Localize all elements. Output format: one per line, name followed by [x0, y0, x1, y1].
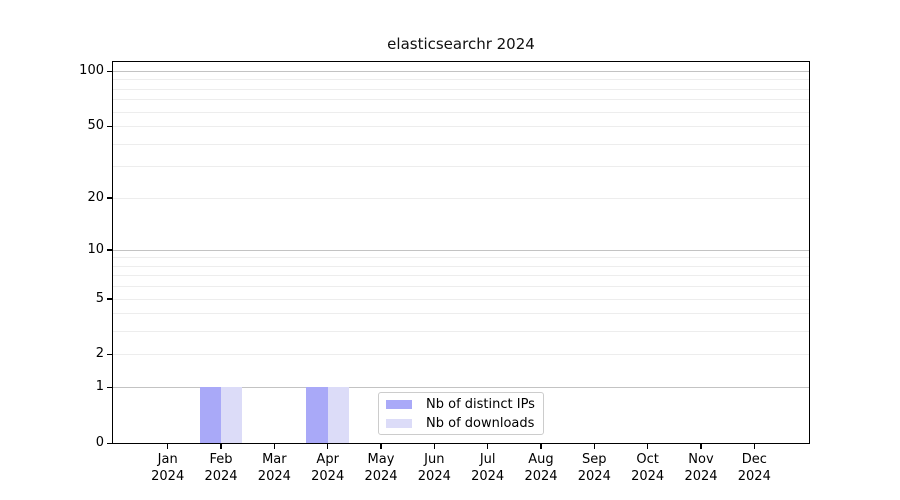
- legend-label: Nb of distinct IPs: [426, 396, 535, 412]
- legend-item: Nb of distinct IPs: [386, 396, 543, 413]
- x-tick-label: May 2024: [364, 452, 398, 484]
- y-axis-tick: [107, 197, 112, 199]
- legend-swatch-icon: [386, 418, 412, 428]
- y-axis-tick: [107, 386, 112, 389]
- x-tick-label: Feb 2024: [204, 452, 238, 484]
- y-axis-tick: [107, 298, 112, 300]
- x-tick-label: Apr 2024: [311, 452, 345, 484]
- x-axis-tick: [753, 444, 756, 449]
- legend-swatch-icon: [386, 399, 412, 409]
- bar-nb-of-distinct-ips-feb: [199, 387, 221, 443]
- x-tick-label: Nov 2024: [684, 452, 718, 484]
- minor-gridline: [113, 143, 809, 145]
- x-tick-label: Oct 2024: [631, 452, 665, 484]
- minor-gridline: [113, 275, 809, 277]
- chart-title: elasticsearchr 2024: [387, 35, 535, 53]
- x-axis-tick: [646, 444, 649, 449]
- minor-gridline: [113, 298, 809, 300]
- major-gridline: [113, 71, 809, 73]
- x-tick-label: Dec 2024: [737, 452, 771, 484]
- x-tick-label: Aug 2024: [524, 452, 558, 484]
- y-tick-label: 10: [87, 241, 104, 257]
- legend-item: Nb of downloads: [386, 415, 543, 432]
- x-axis-tick: [220, 444, 222, 449]
- x-axis-tick: [540, 444, 542, 449]
- y-tick-label: 5: [95, 290, 104, 306]
- y-axis-tick: [107, 125, 112, 128]
- minor-gridline: [113, 99, 809, 101]
- minor-gridline: [113, 257, 809, 259]
- minor-gridline: [113, 126, 809, 128]
- legend: Nb of distinct IPs Nb of downloads: [378, 392, 544, 435]
- minor-gridline: [113, 265, 809, 267]
- minor-gridline: [113, 197, 809, 199]
- minor-gridline: [113, 331, 809, 333]
- bar-nb-of-downloads-feb: [221, 387, 243, 443]
- y-tick-label: 20: [87, 189, 104, 205]
- y-tick-label: 0: [95, 435, 104, 450]
- x-axis-tick: [593, 444, 596, 449]
- x-axis-tick: [700, 444, 702, 449]
- major-gridline: [113, 249, 809, 251]
- y-axis-tick: [107, 353, 112, 356]
- legend-label: Nb of downloads: [426, 415, 535, 431]
- major-gridline: [113, 387, 809, 389]
- x-axis-tick: [166, 444, 169, 449]
- y-tick-label: 100: [79, 63, 104, 79]
- y-tick-label: 2: [95, 346, 104, 362]
- bar-nb-of-downloads-apr: [327, 387, 349, 443]
- minor-gridline: [113, 313, 809, 315]
- x-tick-label: Jul 2024: [471, 452, 505, 484]
- minor-gridline: [113, 286, 809, 288]
- x-tick-label: Jun 2024: [417, 452, 451, 484]
- y-axis-tick: [107, 70, 112, 73]
- x-axis-tick: [486, 444, 489, 449]
- minor-gridline: [113, 111, 809, 113]
- bar-nb-of-distinct-ips-apr: [306, 387, 328, 443]
- x-axis-tick: [326, 444, 329, 449]
- x-tick-label: Mar 2024: [257, 452, 291, 484]
- minor-gridline: [113, 88, 809, 90]
- x-axis-tick: [380, 444, 382, 449]
- x-axis-tick: [273, 444, 276, 449]
- y-axis-tick: [107, 442, 112, 444]
- x-axis-tick: [433, 444, 436, 449]
- plot-area: [112, 61, 810, 444]
- x-tick-label: Jan 2024: [151, 452, 185, 484]
- minor-gridline: [113, 79, 809, 81]
- minor-gridline: [113, 354, 809, 356]
- y-tick-label: 50: [87, 118, 104, 134]
- y-axis-tick: [107, 249, 112, 251]
- y-tick-label: 1: [95, 379, 104, 395]
- x-tick-label: Sep 2024: [577, 452, 611, 484]
- minor-gridline: [113, 166, 809, 168]
